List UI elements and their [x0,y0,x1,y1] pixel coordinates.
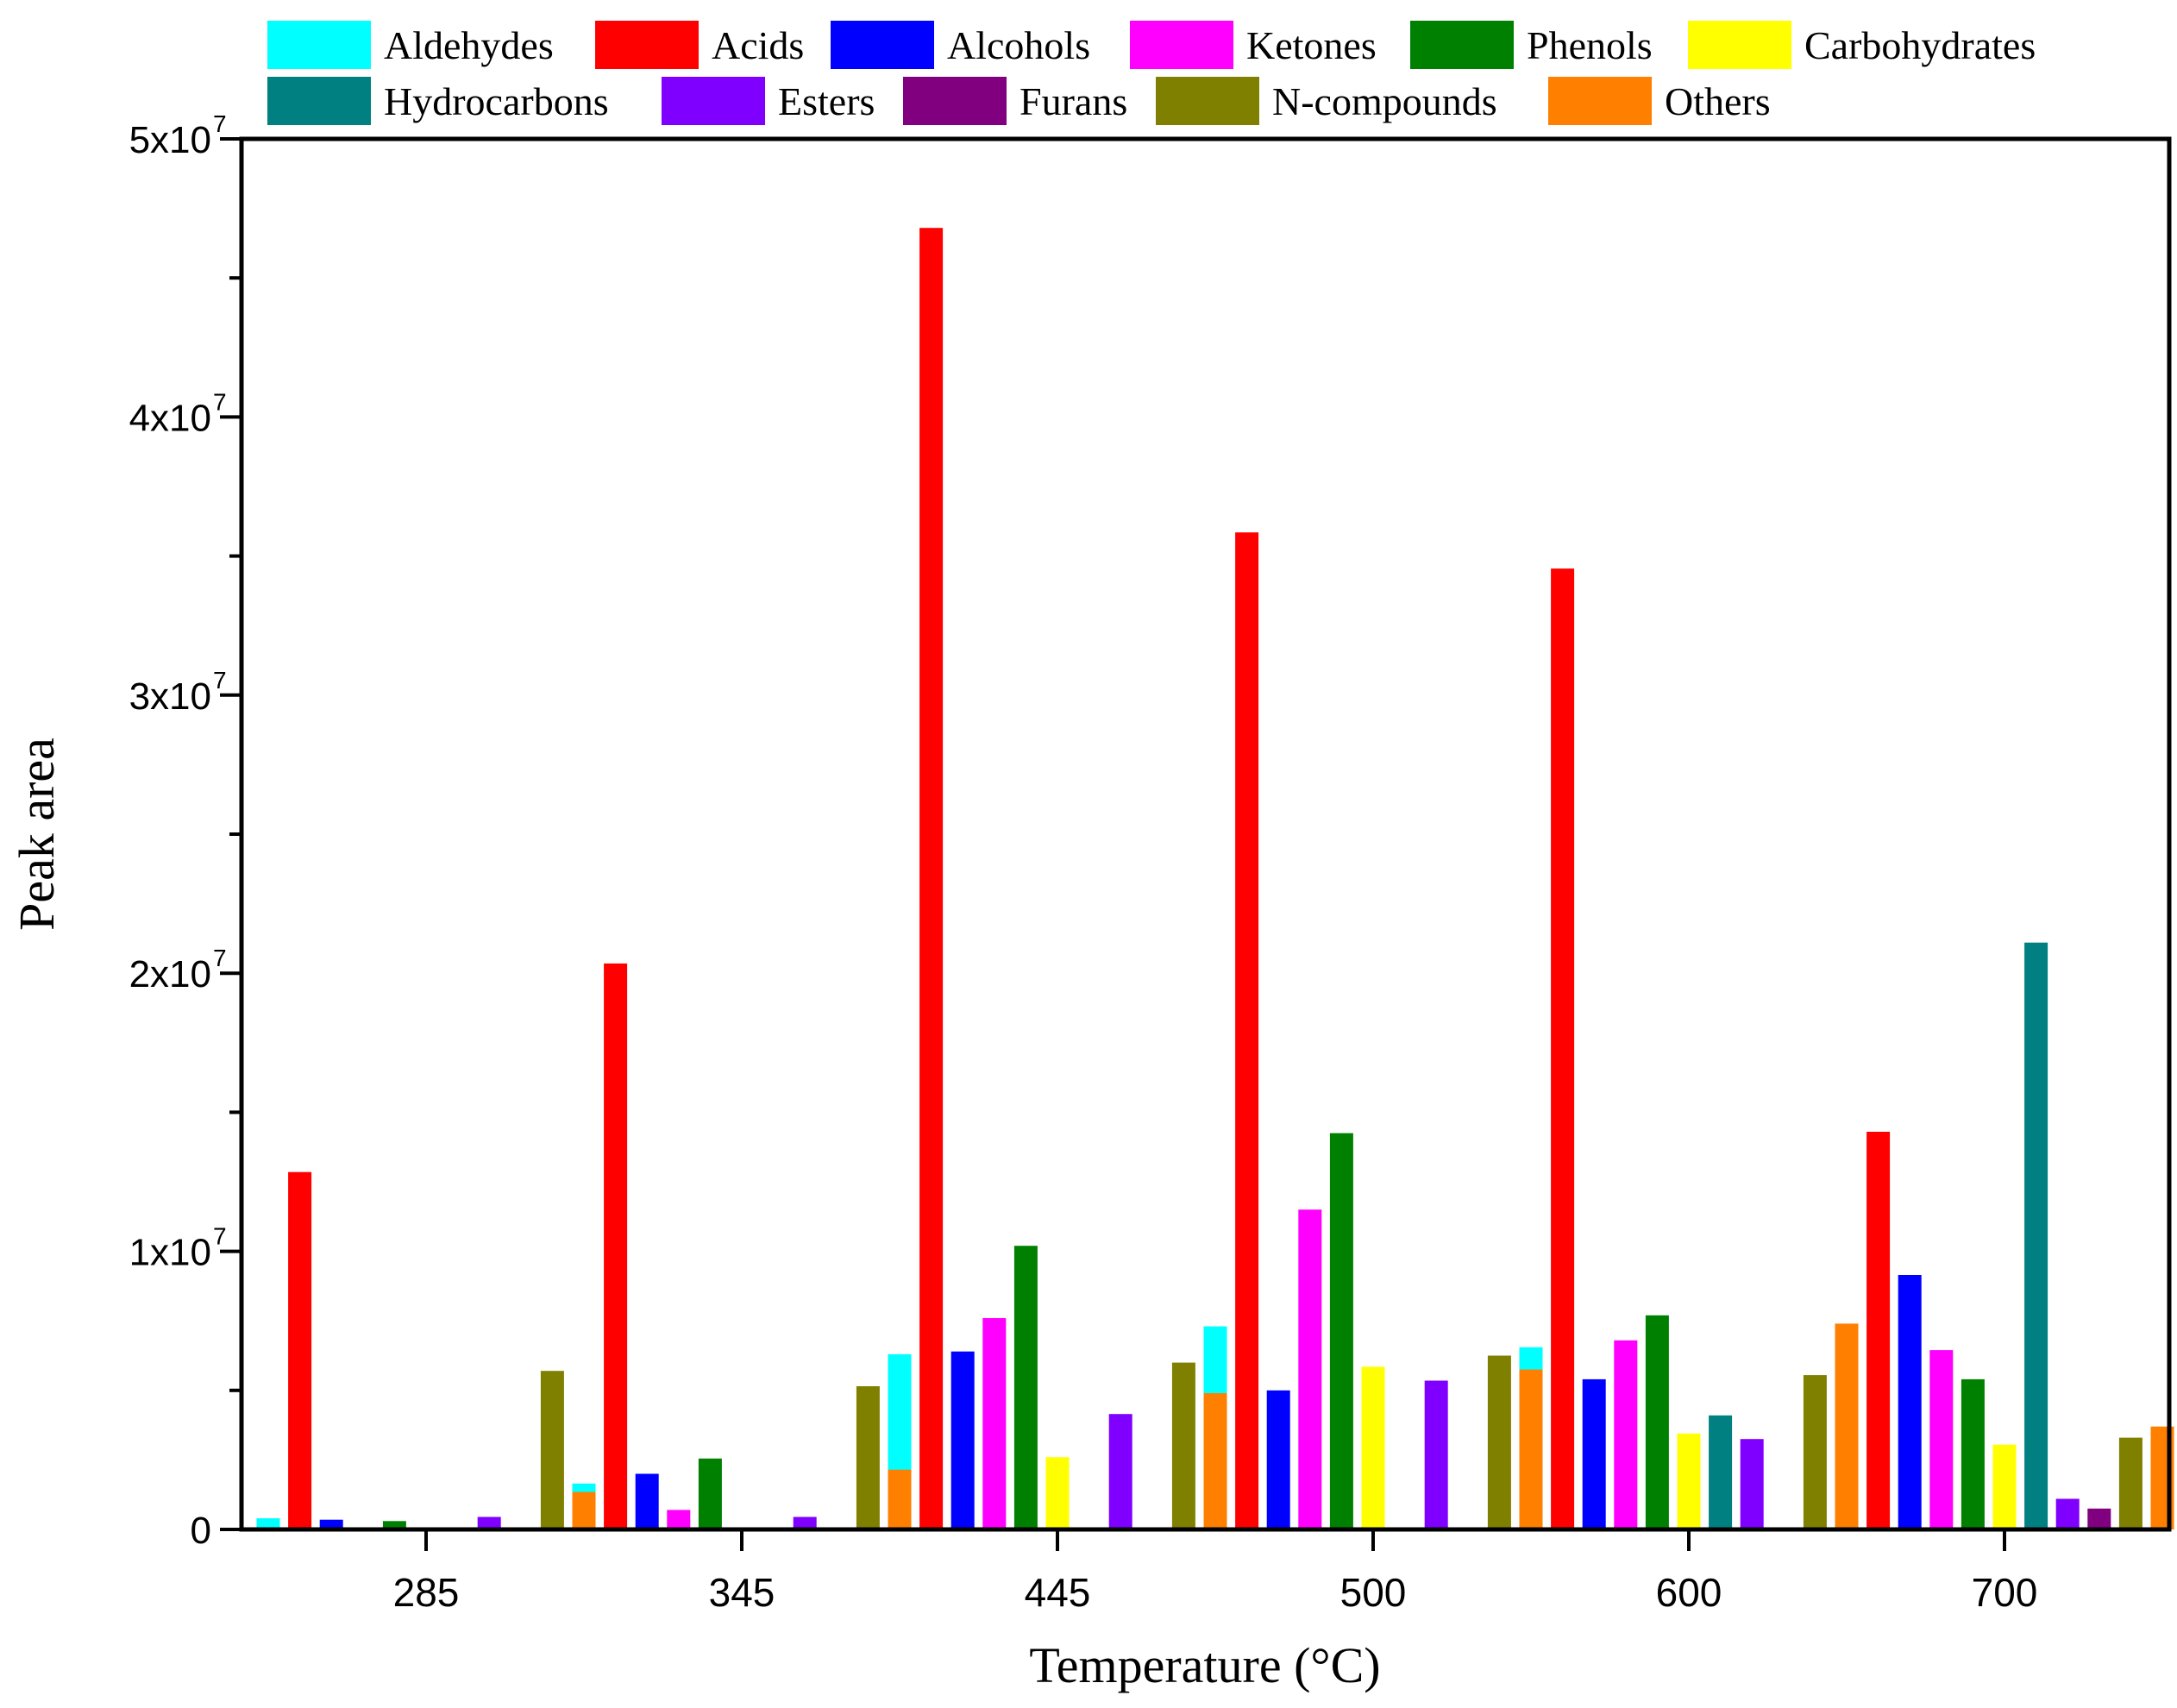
bar-hydrocarbons-600 [1709,1415,1733,1529]
bar-phenols-285 [382,1521,406,1529]
x-tick-label: 445 [1025,1570,1091,1615]
bar-esters-445 [1108,1414,1132,1529]
bar-others-500 [1519,1369,1543,1529]
y-tick-label: 0 [191,1510,211,1552]
legend-swatch-others [1548,77,1652,125]
legend-swatch-esters [662,77,765,125]
bar-others-445 [1203,1393,1227,1529]
bar-esters-700 [2055,1498,2080,1529]
bar-ketones-345 [667,1510,691,1529]
bar-n-compounds-445 [1171,1362,1195,1529]
legend-label: N-compounds [1272,79,1497,123]
legend-label: Furans [1019,79,1127,123]
legend-swatch-furans [903,77,1007,125]
x-axis: 285 345 445 500 600 700 [393,1530,2038,1615]
x-tick-label: 600 [1656,1570,1722,1615]
y-tick-label: 4x10 [129,397,211,439]
bar-acids-700 [1866,1132,1891,1529]
bar-acids-500 [1235,532,1259,1530]
bar-phenols-600 [1645,1315,1669,1529]
x-tick-label: 700 [1972,1570,2038,1615]
y-tick-label: 3x10 [129,675,211,718]
bar-carbohydrates-500 [1361,1366,1385,1529]
legend-label: Carbohydrates [1804,23,2036,67]
legend-swatch-n-compounds [1156,77,1259,125]
y-tick-exponent: 7 [213,1223,227,1250]
y-tick-exponent: 7 [213,388,227,415]
bar-acids-345 [604,963,628,1529]
bar-esters-500 [1424,1380,1448,1529]
legend: Aldehydes Acids Alcohols Ketones Phenols Carb… [267,21,2036,125]
y-tick-label: 2x10 [129,953,211,995]
legend-swatch-alcohols [831,21,934,69]
bars [256,228,2174,1530]
legend-label: Ketones [1246,23,1377,67]
bar-hydrocarbons-700 [2024,942,2048,1529]
bar-phenols-500 [1329,1133,1353,1529]
bar-n-compounds-345 [856,1386,880,1529]
bar-acids-600 [1551,568,1575,1529]
bar-carbohydrates-700 [1992,1444,2017,1529]
legend-label: Hydrocarbons [384,79,609,123]
bar-alcohols-285 [319,1519,343,1529]
bar-phenols-345 [698,1458,722,1529]
bar-acids-285 [288,1171,312,1529]
bar-alcohols-345 [635,1473,659,1529]
y-tick-exponent: 7 [213,667,227,694]
bar-alcohols-500 [1266,1390,1290,1529]
bar-carbohydrates-600 [1677,1433,1701,1529]
x-tick-label: 500 [1340,1570,1407,1615]
bar-aldehydes-285 [256,1518,280,1529]
y-tick-label: 5x10 [129,119,211,161]
y-tick-label: 1x10 [129,1232,211,1274]
bar-others-345 [888,1469,912,1529]
legend-swatch-aldehydes [267,21,371,69]
legend-label: Others [1665,79,1771,123]
x-axis-label: Temperature (°C) [1029,1637,1380,1693]
bar-phenols-700 [1961,1378,1985,1529]
bar-ketones-700 [1929,1350,1954,1529]
legend-swatch-phenols [1410,21,1514,69]
legend-swatch-hydrocarbons [267,77,371,125]
legend-swatch-ketones [1130,21,1233,69]
bar-n-compounds-700 [2118,1437,2142,1529]
bar-alcohols-700 [1898,1275,1922,1529]
legend-label: Phenols [1527,23,1653,67]
bar-ketones-500 [1298,1209,1322,1529]
bar-esters-285 [477,1516,501,1529]
bar-carbohydrates-445 [1045,1457,1070,1529]
legend-swatch-acids [595,21,699,69]
x-tick-label: 285 [393,1570,460,1615]
plot-frame [239,136,2172,1532]
bar-ketones-600 [1614,1340,1638,1529]
bar-acids-445 [919,228,944,1530]
x-tick-label: 345 [709,1570,775,1615]
y-tick-exponent: 7 [213,110,227,137]
legend-label: Acids [712,23,804,67]
y-tick-exponent: 7 [213,945,227,971]
y-axis-label: Peak area [9,738,65,931]
bar-n-compounds-500 [1487,1355,1511,1529]
bar-furans-700 [2087,1508,2111,1529]
bar-others-600 [1835,1323,1859,1529]
legend-label: Aldehydes [384,23,554,67]
bar-n-compounds-285 [540,1371,564,1529]
bar-others-285 [572,1491,596,1529]
bar-alcohols-445 [950,1351,975,1529]
legend-swatch-carbohydrates [1688,21,1791,69]
bar-ketones-445 [982,1318,1007,1529]
bar-alcohols-600 [1582,1378,1606,1529]
legend-label: Alcohols [947,23,1090,67]
bar-esters-600 [1740,1439,1764,1529]
legend-label: Esters [778,79,875,123]
bar-esters-345 [793,1516,817,1529]
bar-phenols-445 [1013,1246,1038,1529]
bar-n-compounds-600 [1803,1375,1827,1529]
